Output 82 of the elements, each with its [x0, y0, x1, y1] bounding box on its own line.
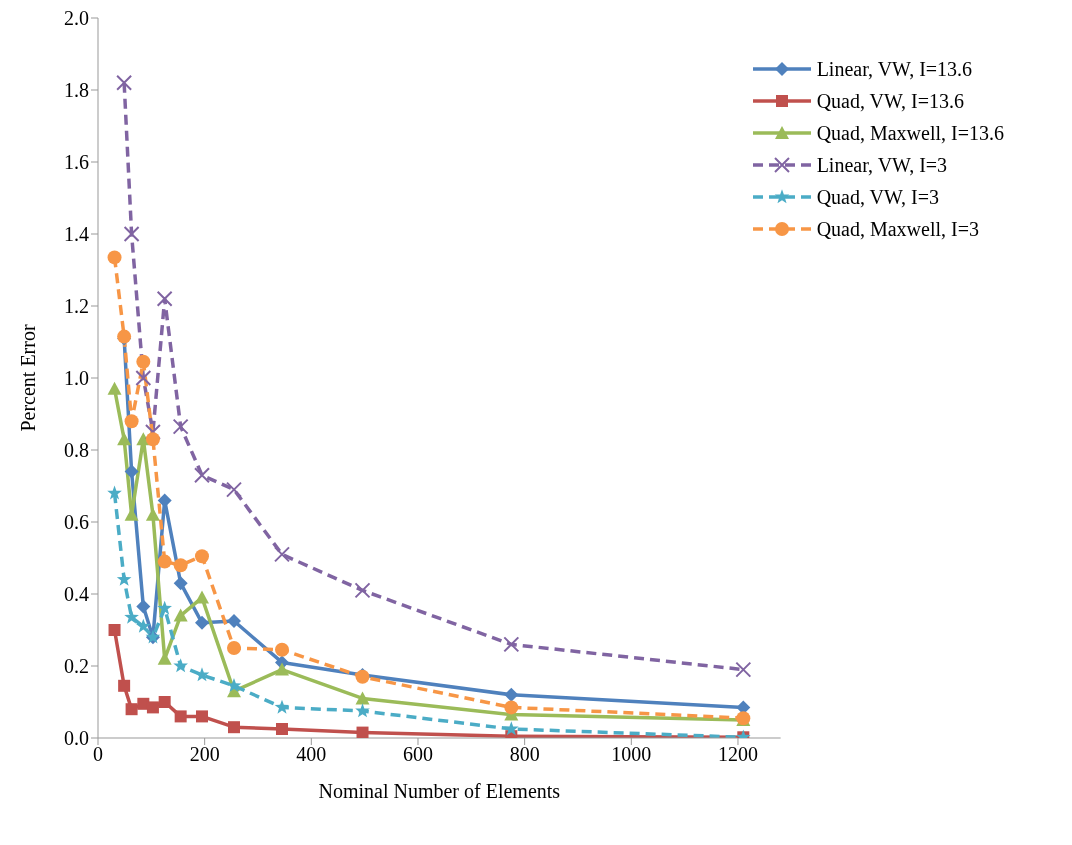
point: [144, 424, 161, 440]
point: [124, 464, 139, 479]
point: [226, 614, 241, 628]
point: [173, 558, 188, 573]
legend-label: Quad, Maxwell, I=3: [816, 217, 979, 241]
point: [503, 636, 520, 653]
point: [158, 696, 171, 708]
point: [274, 699, 290, 714]
legend-label: Quad, VW, I=3: [816, 185, 940, 209]
point: [146, 701, 159, 714]
x-tick-label: 600: [402, 743, 433, 766]
point: [274, 642, 289, 657]
point: [136, 599, 151, 614]
legend-label: Linear, VW, I=3: [816, 153, 948, 177]
point: [735, 661, 752, 678]
point: [195, 590, 209, 604]
point: [196, 710, 208, 723]
point: [136, 354, 151, 369]
y-tick-label: 1.6: [64, 151, 89, 174]
point: [123, 226, 140, 242]
point: [107, 381, 122, 395]
point: [275, 723, 288, 735]
point: [107, 485, 122, 500]
x-axis-title: Nominal Number of Elements: [318, 780, 561, 802]
point: [116, 571, 132, 586]
y-tick-label: 0.6: [64, 511, 89, 534]
point: [125, 703, 138, 716]
x-tick-label: 400: [296, 743, 327, 766]
point: [355, 691, 370, 705]
point: [173, 576, 188, 591]
point: [194, 467, 210, 484]
point: [157, 554, 172, 569]
point: [173, 658, 188, 673]
point: [117, 432, 132, 446]
point: [195, 615, 209, 630]
point: [356, 726, 369, 738]
point: [354, 582, 371, 599]
y-tick-label: 1.2: [64, 295, 89, 318]
point: [194, 667, 210, 682]
x-tick-label: 0: [93, 743, 103, 766]
x-tick-label: 800: [509, 743, 540, 766]
point: [174, 710, 187, 723]
point: [156, 290, 173, 307]
y-tick-label: 0.2: [64, 655, 89, 678]
y-tick-label: 0.4: [64, 583, 89, 606]
x-tick-label: 1000: [611, 743, 652, 766]
x-tick-label: 1200: [717, 743, 758, 766]
point: [145, 507, 160, 521]
y-tick-label: 1.4: [64, 223, 89, 246]
legend-label: Quad, VW, I=13.6: [816, 89, 965, 113]
point: [172, 418, 189, 435]
point: [124, 609, 139, 624]
point: [227, 641, 241, 655]
point: [173, 608, 188, 622]
y-tick-label: 0.8: [64, 439, 89, 462]
y-tick-label: 0.0: [64, 727, 89, 750]
point: [274, 662, 289, 676]
y-tick-label: 2.0: [64, 7, 89, 30]
legend-label: Linear, VW, I=13.6: [816, 57, 973, 81]
point: [355, 703, 370, 718]
point: [145, 432, 160, 447]
legend-label: Quad, Maxwell, I=13.6: [816, 121, 1004, 145]
point: [273, 546, 290, 563]
point: [228, 721, 240, 734]
point: [136, 618, 151, 633]
point: [116, 74, 133, 91]
point: [107, 250, 122, 265]
point: [157, 493, 172, 508]
point: [225, 481, 242, 498]
point: [504, 700, 519, 715]
point: [135, 370, 152, 386]
x-tick-label: 200: [189, 743, 220, 766]
point: [504, 687, 519, 702]
y-tick-label: 1.8: [64, 79, 89, 102]
y-tick-label: 1.0: [64, 367, 89, 390]
point: [195, 549, 209, 564]
point: [118, 679, 131, 692]
point: [124, 414, 139, 429]
point: [503, 721, 519, 736]
point: [157, 600, 172, 615]
y-axis-title: Percent Error: [17, 324, 40, 432]
point: [108, 624, 121, 636]
